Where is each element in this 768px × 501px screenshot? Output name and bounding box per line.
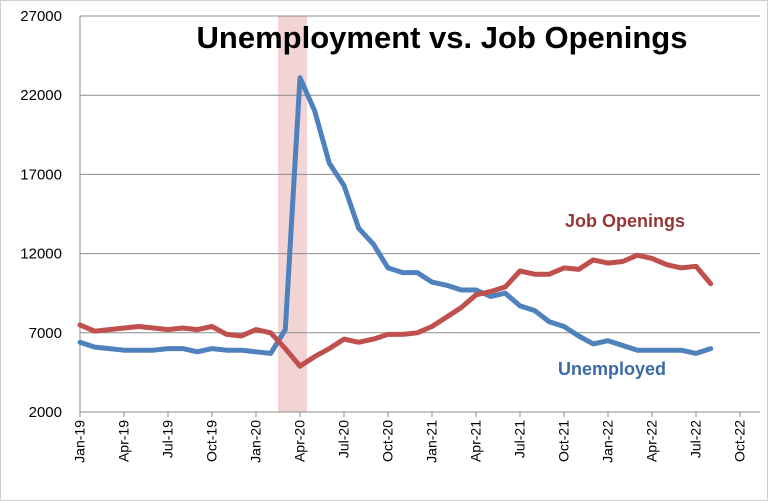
x-tick-label: Jan-22 bbox=[600, 420, 616, 463]
series-label: Job Openings bbox=[565, 211, 685, 231]
x-tick-label: Jul-19 bbox=[160, 420, 176, 458]
x-tick-label: Jul-22 bbox=[688, 420, 704, 458]
x-tick-label: Oct-20 bbox=[380, 420, 396, 462]
series-label: Unemployed bbox=[558, 359, 666, 379]
y-tick-label: 7000 bbox=[29, 325, 62, 342]
y-tick-label: 12000 bbox=[20, 246, 62, 263]
x-tick-label: Jan-21 bbox=[424, 420, 440, 463]
x-tick-label: Jan-20 bbox=[248, 420, 264, 463]
x-tick-label: Jul-21 bbox=[512, 420, 528, 458]
x-tick-label: Oct-21 bbox=[556, 420, 572, 462]
y-tick-label: 27000 bbox=[20, 8, 62, 25]
x-tick-label: Oct-22 bbox=[732, 420, 748, 462]
chart-title: Unemployment vs. Job Openings bbox=[197, 20, 688, 55]
x-tick-label: Jul-20 bbox=[336, 420, 352, 458]
x-tick-label: Apr-20 bbox=[292, 420, 308, 462]
x-tick-label: Jan-19 bbox=[72, 420, 88, 463]
data-line bbox=[77, 252, 714, 369]
y-tick-label: 2000 bbox=[29, 404, 62, 421]
y-tick-label: 17000 bbox=[20, 166, 62, 183]
data-line bbox=[77, 75, 714, 356]
x-tick-label: Apr-21 bbox=[468, 420, 484, 462]
x-tick-label: Oct-19 bbox=[204, 420, 220, 462]
y-tick-label: 22000 bbox=[20, 87, 62, 104]
x-tick-label: Apr-19 bbox=[116, 420, 132, 462]
x-tick-label: Apr-22 bbox=[644, 420, 660, 462]
